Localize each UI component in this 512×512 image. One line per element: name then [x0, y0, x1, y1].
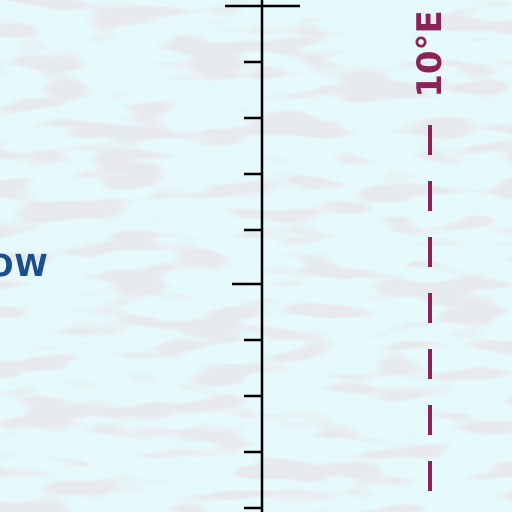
scale-bar: [225, 0, 300, 512]
place-label: OW: [0, 249, 49, 284]
meridian-label: 10°E: [410, 10, 450, 98]
